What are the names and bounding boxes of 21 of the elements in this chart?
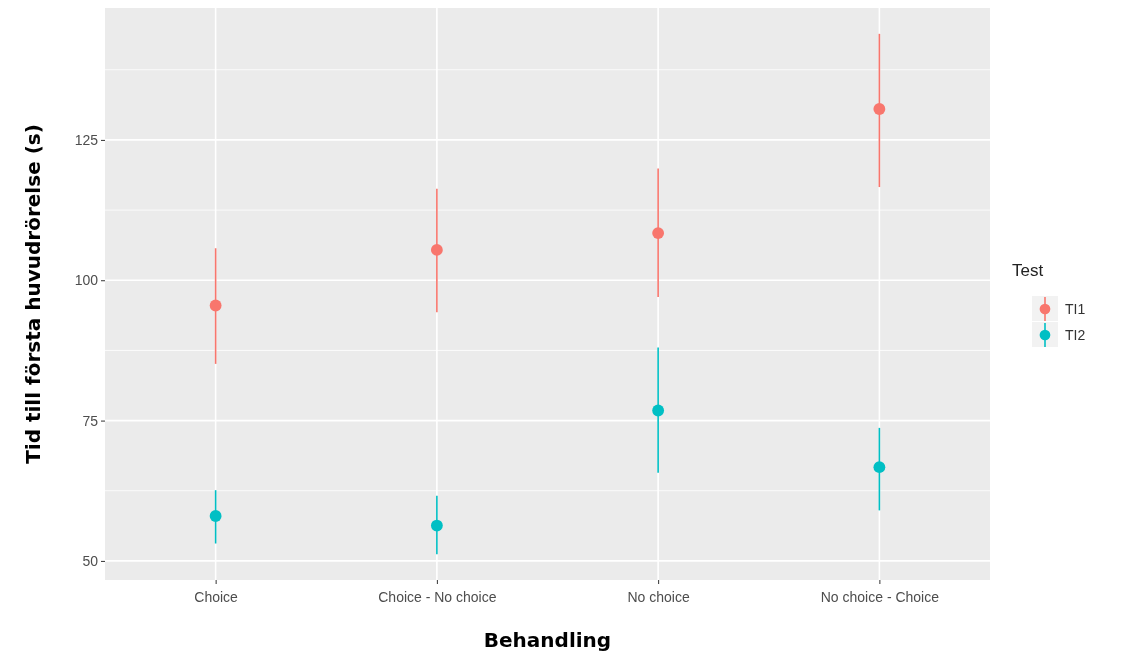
point [209, 299, 222, 312]
y-tick-label: 100 [74, 272, 99, 289]
legend-label: TI2 [1065, 327, 1086, 343]
y-axis-title: Tid till första huvudrörelse (s) [21, 124, 45, 464]
x-tick-label: Choice - No choice [378, 589, 497, 606]
y-tick-label: 125 [74, 131, 99, 148]
point [209, 510, 222, 522]
legend-label: TI1 [1065, 301, 1086, 317]
y-tick-label: 50 [82, 552, 99, 569]
x-tick-label: No choice [627, 589, 690, 606]
y-tick-label: 75 [82, 412, 99, 429]
legend-title: Test [1012, 261, 1044, 280]
x-axis-title: Behandling [483, 628, 612, 652]
x-tick-label: No choice - Choice [820, 589, 940, 606]
point [652, 227, 665, 239]
x-tick-label: Choice [194, 589, 239, 606]
point [652, 404, 665, 417]
point [873, 103, 886, 115]
point [430, 244, 443, 256]
point [873, 461, 886, 474]
point [430, 519, 443, 532]
